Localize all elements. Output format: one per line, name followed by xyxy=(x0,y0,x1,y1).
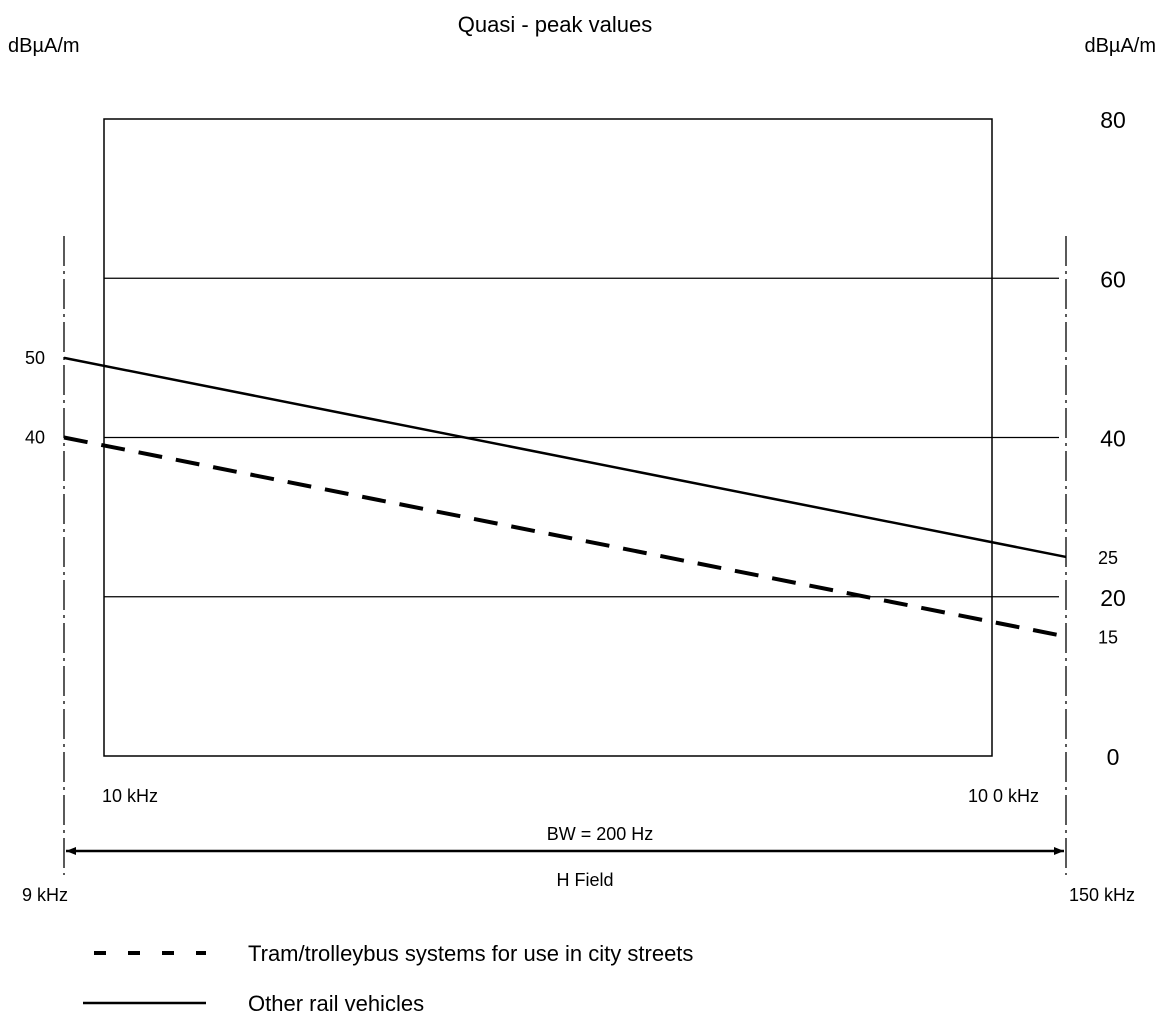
left-label-40: 40 xyxy=(25,428,45,448)
legend-label-tram-trolleybus: Tram/trolleybus systems for use in city … xyxy=(248,941,693,966)
chart-title: Quasi - peak values xyxy=(458,12,652,37)
legend-label-other-rail: Other rail vehicles xyxy=(248,991,424,1014)
box-end-freq-label: 10 0 kHz xyxy=(968,786,1039,806)
right-tick-label-80: 80 xyxy=(1100,107,1126,133)
left-axis-labels: 50 40 xyxy=(25,348,45,448)
bandwidth-label: BW = 200 Hz xyxy=(547,824,654,844)
left-axis-unit: dBµA/m xyxy=(8,35,80,57)
series-line-tram-trolleybus xyxy=(63,435,1067,639)
right-tick-label-40: 40 xyxy=(1100,426,1126,452)
end-value-labels: 25 15 xyxy=(1098,548,1118,648)
right-axis-ticks: 80 60 40 20 0 xyxy=(1100,107,1126,770)
gridlines xyxy=(104,277,1059,598)
right-axis-unit: dBµA/m xyxy=(1084,35,1156,57)
range-start-label: 9 kHz xyxy=(22,885,68,905)
series-line-other-rail xyxy=(63,356,1067,559)
right-tick-label-0: 0 xyxy=(1107,744,1120,770)
series-lines xyxy=(63,356,1067,639)
box-start-freq-label: 10 kHz xyxy=(102,786,158,806)
right-tick-label-20: 20 xyxy=(1100,585,1126,611)
range-end-label: 150 kHz xyxy=(1069,885,1135,905)
end-label-25: 25 xyxy=(1098,548,1118,568)
right-tick-label-60: 60 xyxy=(1100,266,1126,292)
legend: Tram/trolleybus systems for use in city … xyxy=(83,941,693,1014)
end-label-15: 15 xyxy=(1098,628,1118,648)
left-label-50: 50 xyxy=(25,348,45,368)
field-label: H Field xyxy=(556,870,613,890)
